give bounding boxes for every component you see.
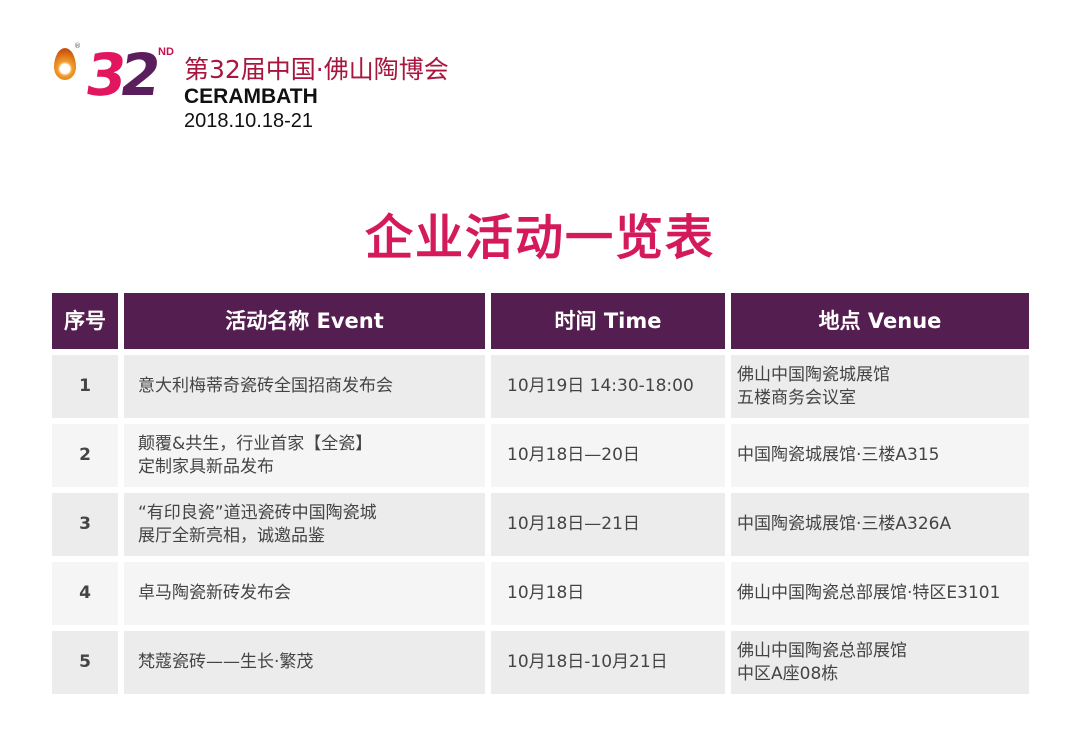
logo-number: 32 bbox=[81, 41, 160, 109]
event-time: 10月18日-10月21日 bbox=[491, 631, 725, 694]
logo-dates: 2018.10.18-21 bbox=[184, 110, 314, 132]
registered-mark: ® bbox=[74, 42, 81, 50]
event-time-line: 10月19日 14:30-18:00 bbox=[507, 376, 694, 396]
event-name-line: 梵蔻瓷砖——生长·繁茂 bbox=[138, 652, 314, 672]
table-row: 4 卓马陶瓷新砖发布会 10月18日 佛山中国陶瓷总部展馆·特区E3101 bbox=[52, 562, 1029, 625]
event-time: 10月19日 14:30-18:00 bbox=[491, 355, 725, 418]
logo-chinese-name: 第32届中国·佛山陶博会 bbox=[184, 55, 449, 84]
event-venue: 佛山中国陶瓷城展馆 五楼商务会议室 bbox=[731, 355, 1029, 418]
row-number: 5 bbox=[52, 631, 118, 694]
events-table: 序号 活动名称 Event 时间 Time 地点 Venue 1 意大利梅蒂奇瓷砖… bbox=[52, 293, 1029, 700]
header-venue: 地点 Venue bbox=[731, 293, 1029, 349]
event-venue: 中国陶瓷城展馆·三楼A315 bbox=[731, 424, 1029, 487]
event-time: 10月18日 bbox=[491, 562, 725, 625]
row-number-line: 5 bbox=[79, 652, 91, 672]
event-time-line: 10月18日—20日 bbox=[507, 445, 640, 465]
event-name-line: 颠覆&共生，行业首家【全瓷】 bbox=[138, 433, 373, 454]
event-name: 意大利梅蒂奇瓷砖全国招商发布会 bbox=[124, 355, 485, 418]
event-name-line: 定制家具新品发布 bbox=[138, 456, 274, 477]
row-number: 1 bbox=[52, 355, 118, 418]
table-header: 序号 活动名称 Event 时间 Time 地点 Venue bbox=[52, 293, 1029, 349]
row-number-line: 2 bbox=[79, 445, 91, 465]
logo-english-name: CERAMBATH bbox=[184, 85, 318, 108]
table-row: 1 意大利梅蒂奇瓷砖全国招商发布会 10月19日 14:30-18:00 佛山中国陶瓷… bbox=[52, 355, 1029, 418]
page-title: 企业活动一览表 bbox=[364, 210, 715, 266]
row-number: 3 bbox=[52, 493, 118, 556]
event-logo: ® 32 ND 第32届中国·佛山陶博会 CERAMBATH 2018.10.1… bbox=[50, 40, 490, 140]
row-number-line: 4 bbox=[79, 583, 91, 603]
event-time-line: 10月18日 bbox=[507, 583, 585, 603]
event-venue-line: 五楼商务会议室 bbox=[737, 387, 856, 408]
event-time: 10月18日—21日 bbox=[491, 493, 725, 556]
event-venue: 佛山中国陶瓷总部展馆 中区A座08栋 bbox=[731, 631, 1029, 694]
event-name-line: 展厅全新亮相，诚邀品鉴 bbox=[138, 525, 325, 546]
header-event: 活动名称 Event bbox=[124, 293, 485, 349]
event-venue: 中国陶瓷城展馆·三楼A326A bbox=[731, 493, 1029, 556]
event-name: “有印良瓷”道迅瓷砖中国陶瓷城 展厅全新亮相，诚邀品鉴 bbox=[124, 493, 485, 556]
header-time: 时间 Time bbox=[491, 293, 725, 349]
logo-suffix: ND bbox=[158, 46, 174, 58]
event-time: 10月18日—20日 bbox=[491, 424, 725, 487]
flame-icon bbox=[54, 48, 76, 80]
event-time-line: 10月18日-10月21日 bbox=[507, 652, 668, 672]
row-number: 2 bbox=[52, 424, 118, 487]
event-venue-line: 中国陶瓷城展馆·三楼A326A bbox=[737, 514, 952, 534]
event-name: 颠覆&共生，行业首家【全瓷】 定制家具新品发布 bbox=[124, 424, 485, 487]
row-number-line: 1 bbox=[79, 376, 91, 396]
event-venue-line: 佛山中国陶瓷总部展馆·特区E3101 bbox=[737, 583, 1001, 603]
event-venue: 佛山中国陶瓷总部展馆·特区E3101 bbox=[731, 562, 1029, 625]
table-row: 5 梵蔻瓷砖——生长·繁茂 10月18日-10月21日 佛山中国陶瓷总部展馆 中区A座0… bbox=[52, 631, 1029, 694]
header-no: 序号 bbox=[52, 293, 118, 349]
row-number: 4 bbox=[52, 562, 118, 625]
table-row: 2 颠覆&共生，行业首家【全瓷】 定制家具新品发布 10月18日—20日 中国陶瓷城展馆… bbox=[52, 424, 1029, 487]
event-time-line: 10月18日—21日 bbox=[507, 514, 640, 534]
event-venue-line: 佛山中国陶瓷总部展馆 bbox=[737, 640, 907, 661]
event-name: 卓马陶瓷新砖发布会 bbox=[124, 562, 485, 625]
event-name: 梵蔻瓷砖——生长·繁茂 bbox=[124, 631, 485, 694]
event-name-line: 意大利梅蒂奇瓷砖全国招商发布会 bbox=[138, 376, 393, 396]
event-name-line: 卓马陶瓷新砖发布会 bbox=[138, 583, 291, 603]
row-number-line: 3 bbox=[79, 514, 91, 534]
table-row: 3 “有印良瓷”道迅瓷砖中国陶瓷城 展厅全新亮相，诚邀品鉴 10月18日—21日 中国陶… bbox=[52, 493, 1029, 556]
event-venue-line: 中区A座08栋 bbox=[737, 663, 839, 684]
event-venue-line: 佛山中国陶瓷城展馆 bbox=[737, 364, 890, 385]
event-venue-line: 中国陶瓷城展馆·三楼A315 bbox=[737, 445, 940, 465]
event-name-line: “有印良瓷”道迅瓷砖中国陶瓷城 bbox=[138, 502, 377, 523]
